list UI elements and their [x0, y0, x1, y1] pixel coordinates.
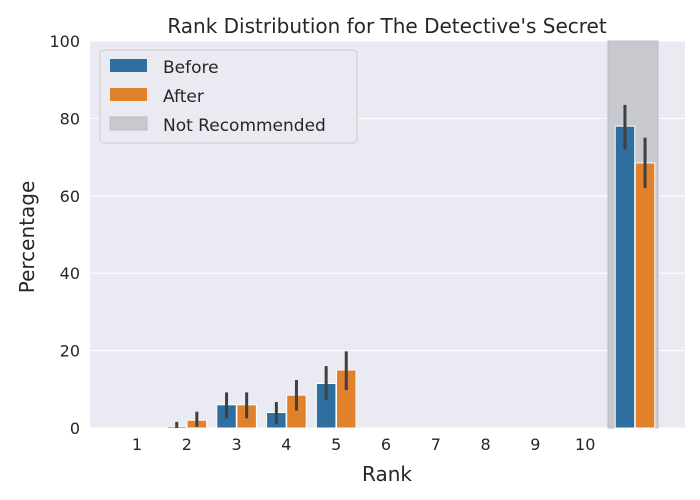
- bar-after-not-recommended: [634, 162, 656, 429]
- x-tick-label: 10: [575, 435, 595, 454]
- y-tick-label: 80: [60, 109, 80, 128]
- bar-before-not-recommended: [614, 125, 636, 429]
- y-tick-label: 0: [70, 419, 80, 438]
- y-axis-label: Percentage: [15, 181, 39, 294]
- legend: Before After Not Recommended: [99, 49, 358, 144]
- legend-label-not-recommended: Not Recommended: [163, 116, 326, 136]
- y-tick-label: 60: [60, 187, 80, 206]
- x-tick-label: 2: [182, 435, 192, 454]
- x-tick-label: 6: [381, 435, 391, 454]
- legend-label-after: After: [163, 87, 204, 107]
- x-tick-label: 8: [481, 435, 491, 454]
- legend-swatch-not-recommended: [109, 116, 148, 131]
- x-axis-label: Rank: [362, 462, 412, 486]
- x-tick-label: 5: [331, 435, 341, 454]
- error-bars: [175, 104, 647, 428]
- y-tick-labels: 0 20 40 60 80 100: [49, 32, 80, 438]
- x-tick-label: 7: [431, 435, 441, 454]
- legend-swatch-after: [110, 88, 147, 101]
- x-tick-label: 1: [132, 435, 142, 454]
- x-tick-label: 9: [530, 435, 540, 454]
- chart-title: Rank Distribution for The Detective's Se…: [167, 14, 607, 38]
- y-tick-label: 40: [60, 264, 80, 283]
- x-tick-label: 4: [281, 435, 291, 454]
- y-tick-label: 100: [49, 32, 80, 51]
- legend-swatch-before: [110, 59, 147, 72]
- legend-label-before: Before: [163, 58, 219, 78]
- x-tick-label: 3: [232, 435, 242, 454]
- y-tick-label: 20: [60, 342, 80, 361]
- legend-box: [99, 49, 358, 144]
- x-tick-labels: 1 2 3 4 5 6 7 8 9 10: [132, 435, 595, 454]
